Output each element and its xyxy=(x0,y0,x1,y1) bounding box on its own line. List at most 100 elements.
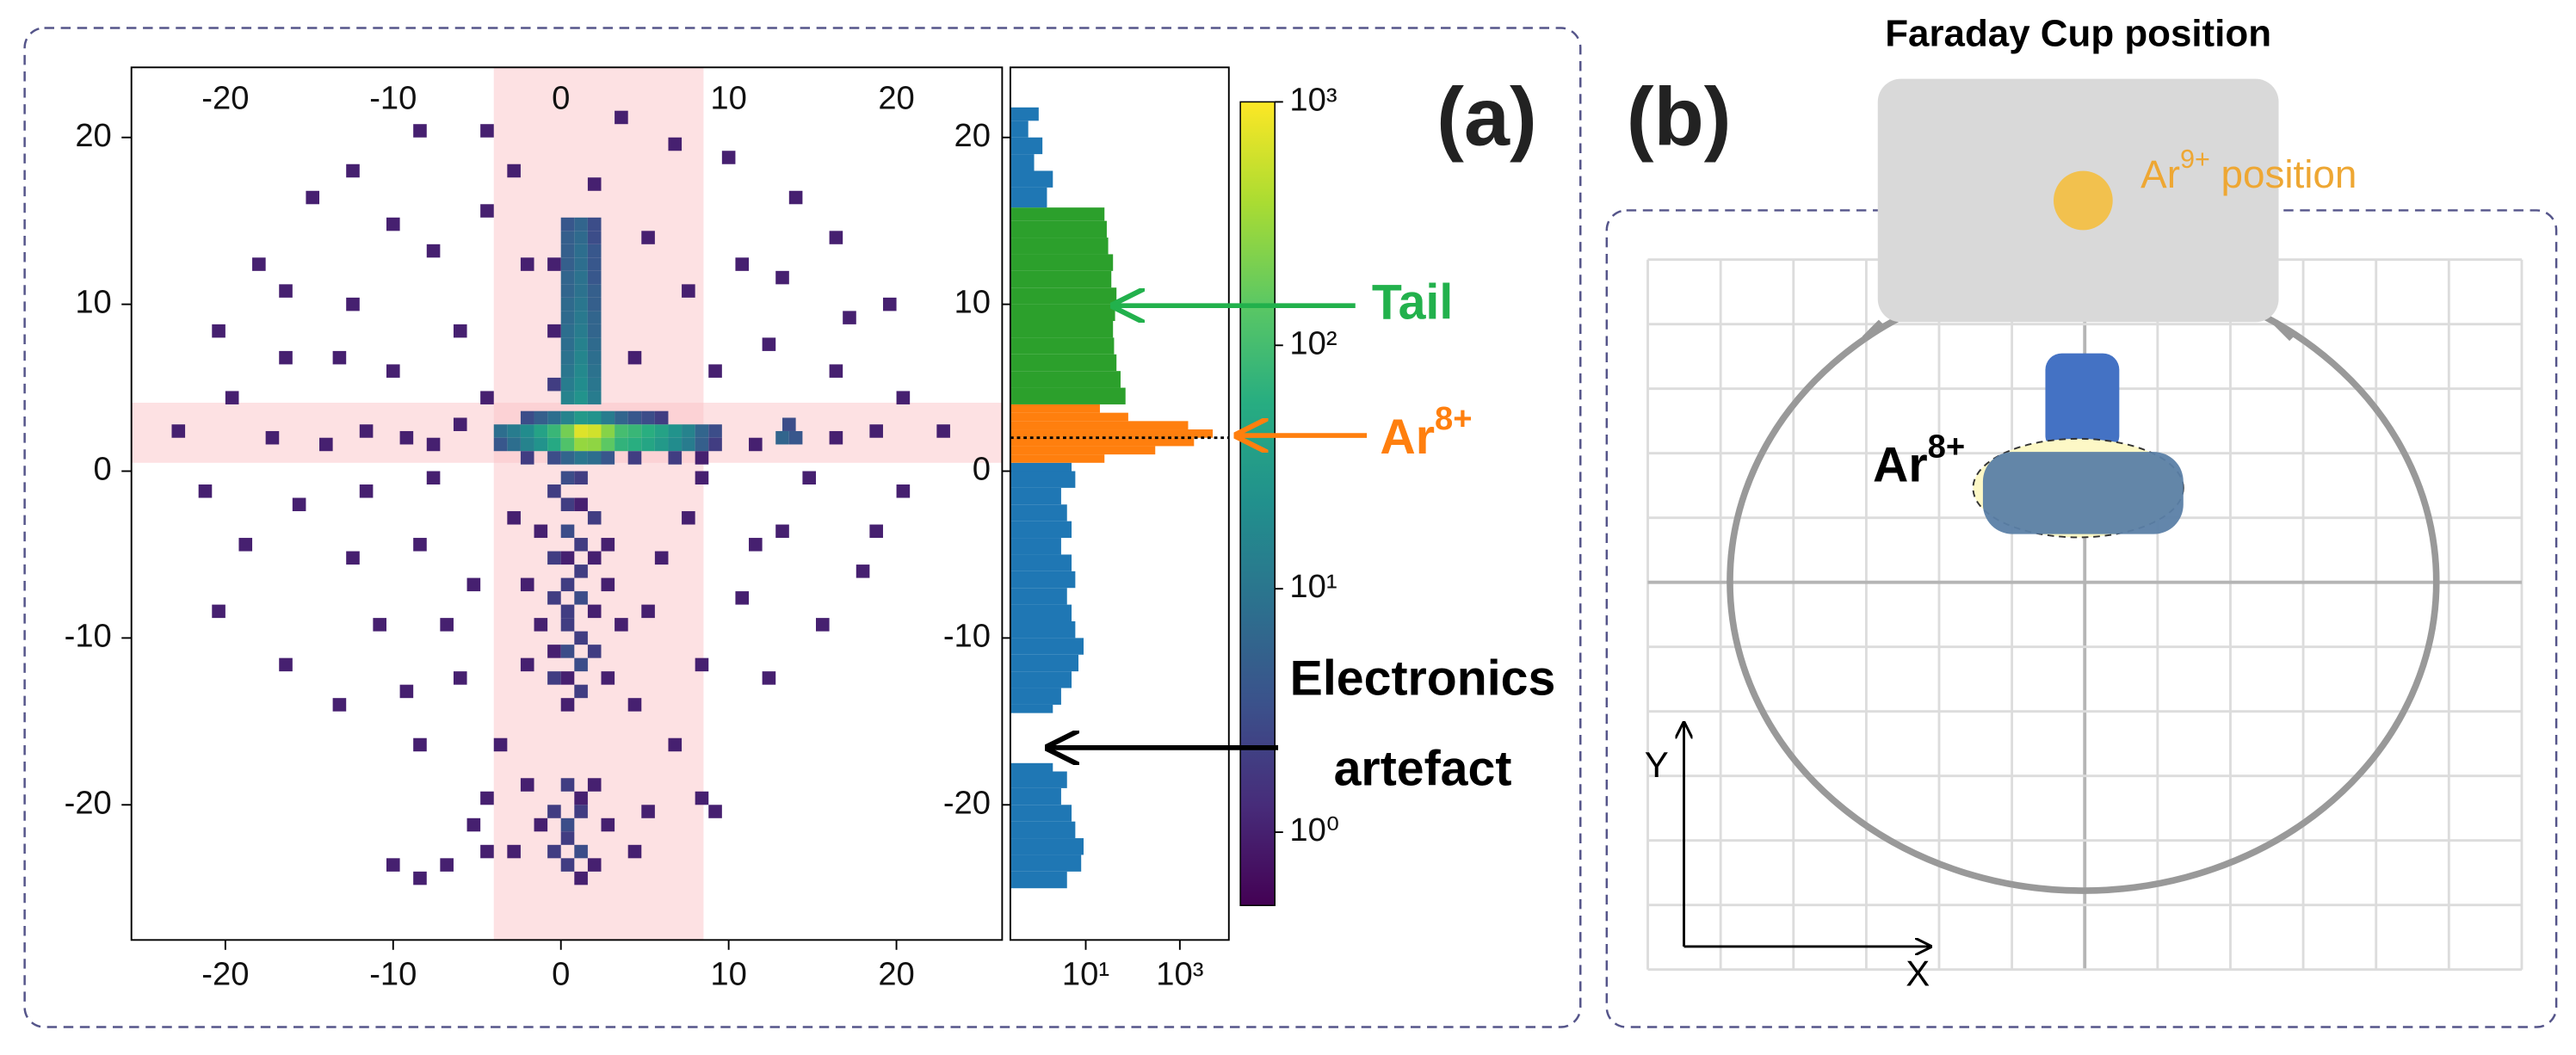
heat-cell xyxy=(762,337,776,351)
heat-cell xyxy=(520,437,534,452)
hist-bar xyxy=(1010,854,1082,872)
heat-cell xyxy=(708,364,722,378)
heat-cell xyxy=(574,297,588,312)
heat-cell xyxy=(574,805,588,818)
colorbar-fill xyxy=(1239,101,1276,906)
heat-cell xyxy=(641,410,655,425)
x-tick-label: -10 xyxy=(369,955,417,992)
charge: 9+ xyxy=(2180,145,2210,174)
heat-cell xyxy=(601,410,615,425)
heat-cell xyxy=(560,364,575,378)
heat-cell xyxy=(560,424,575,438)
heat-cell xyxy=(574,284,588,298)
heat-cell xyxy=(279,657,293,672)
heat-cell xyxy=(775,270,789,285)
heat-cell xyxy=(453,417,467,431)
plot-frame xyxy=(1009,66,1230,941)
heat-cell xyxy=(654,410,669,425)
y-tick-label: 0 xyxy=(973,451,991,488)
ion: Ar xyxy=(1873,437,1928,492)
heat-cell xyxy=(520,577,534,592)
heat-cell xyxy=(574,410,588,425)
heat-cell xyxy=(560,350,575,365)
heat-cell xyxy=(587,451,602,465)
hist-bar xyxy=(1010,446,1156,455)
heat-cell xyxy=(615,618,628,632)
hist-bar xyxy=(1010,604,1072,622)
heat-cell xyxy=(560,284,575,298)
heat-cell xyxy=(627,451,642,465)
panel-b-border xyxy=(1605,209,2558,1028)
hist-bar xyxy=(1010,504,1067,521)
y-tick-label: 0 xyxy=(94,451,112,488)
heat-cell xyxy=(560,297,575,312)
heat-cell xyxy=(829,430,843,445)
heat-cell xyxy=(695,791,709,805)
hist-bar xyxy=(1010,120,1029,138)
ion: Ar xyxy=(2140,152,2180,196)
x-tick-label-top: -10 xyxy=(369,80,417,117)
x-tick-label: 10 xyxy=(710,955,746,992)
x-tick-label: 10¹ xyxy=(1062,955,1109,992)
heat-cell xyxy=(386,364,400,378)
heat-cell xyxy=(560,451,575,465)
heat-cell xyxy=(574,684,588,699)
heat-cell xyxy=(574,844,588,859)
hist-bar xyxy=(1010,254,1114,271)
colorbar-tick-label: 10¹ xyxy=(1289,568,1337,605)
heat-cell xyxy=(936,424,950,438)
heat-cell xyxy=(601,671,615,685)
y-tick-label: 10 xyxy=(954,284,991,321)
heat-cell xyxy=(373,618,386,632)
hist-bar xyxy=(1010,371,1121,388)
heat-cell xyxy=(574,471,588,485)
heat-cell xyxy=(346,163,360,178)
heat-cell xyxy=(641,805,655,818)
heat-cell xyxy=(413,871,427,885)
heat-cell xyxy=(587,244,602,258)
heat-cell xyxy=(641,437,655,452)
heat-cell xyxy=(547,451,561,465)
heat-cell xyxy=(346,297,360,312)
heat-cell xyxy=(507,844,521,859)
hist-bar xyxy=(1010,429,1214,438)
heat-cell xyxy=(560,618,575,632)
heat-cell xyxy=(601,437,615,452)
heat-cell xyxy=(466,817,481,832)
tail-label: Tail xyxy=(1372,275,1453,330)
heat-cell xyxy=(668,451,683,465)
heat-cell xyxy=(560,217,575,231)
heat-cell xyxy=(668,424,683,438)
heat-cell xyxy=(386,858,400,872)
heat-cell xyxy=(560,410,575,425)
heat-cell xyxy=(668,137,683,151)
hist-bar xyxy=(1010,805,1072,822)
heat-cell xyxy=(762,671,776,685)
heat-cell xyxy=(279,284,293,298)
hist-bar xyxy=(1010,838,1084,855)
x-tick-label-top: -20 xyxy=(201,80,249,117)
heat-cell xyxy=(574,311,588,324)
x-tick-label: -20 xyxy=(201,955,249,992)
heat-cell xyxy=(574,497,588,512)
hist-bar xyxy=(1010,671,1072,688)
hist-bar xyxy=(1010,304,1115,322)
heatmap: -20 -20 -10 -10 0 0 10 10 20 20 -20 -10 0 10 20 xyxy=(65,66,1004,992)
heat-cell xyxy=(574,631,588,645)
heat-cell xyxy=(560,831,575,845)
heat-cell xyxy=(654,424,669,438)
heat-cell xyxy=(627,844,642,859)
heat-cell xyxy=(520,451,534,465)
hist-bar xyxy=(1010,270,1112,288)
heat-cell xyxy=(359,424,374,438)
hist-bar xyxy=(1010,787,1061,805)
heat-cell xyxy=(587,645,602,658)
heat-cell xyxy=(547,437,561,452)
heat-cell xyxy=(359,484,374,498)
heat-cell xyxy=(587,231,602,244)
hist-bar xyxy=(1010,154,1035,171)
heat-cell xyxy=(480,791,494,805)
heat-cell xyxy=(587,350,602,365)
heat-cell xyxy=(775,524,789,539)
